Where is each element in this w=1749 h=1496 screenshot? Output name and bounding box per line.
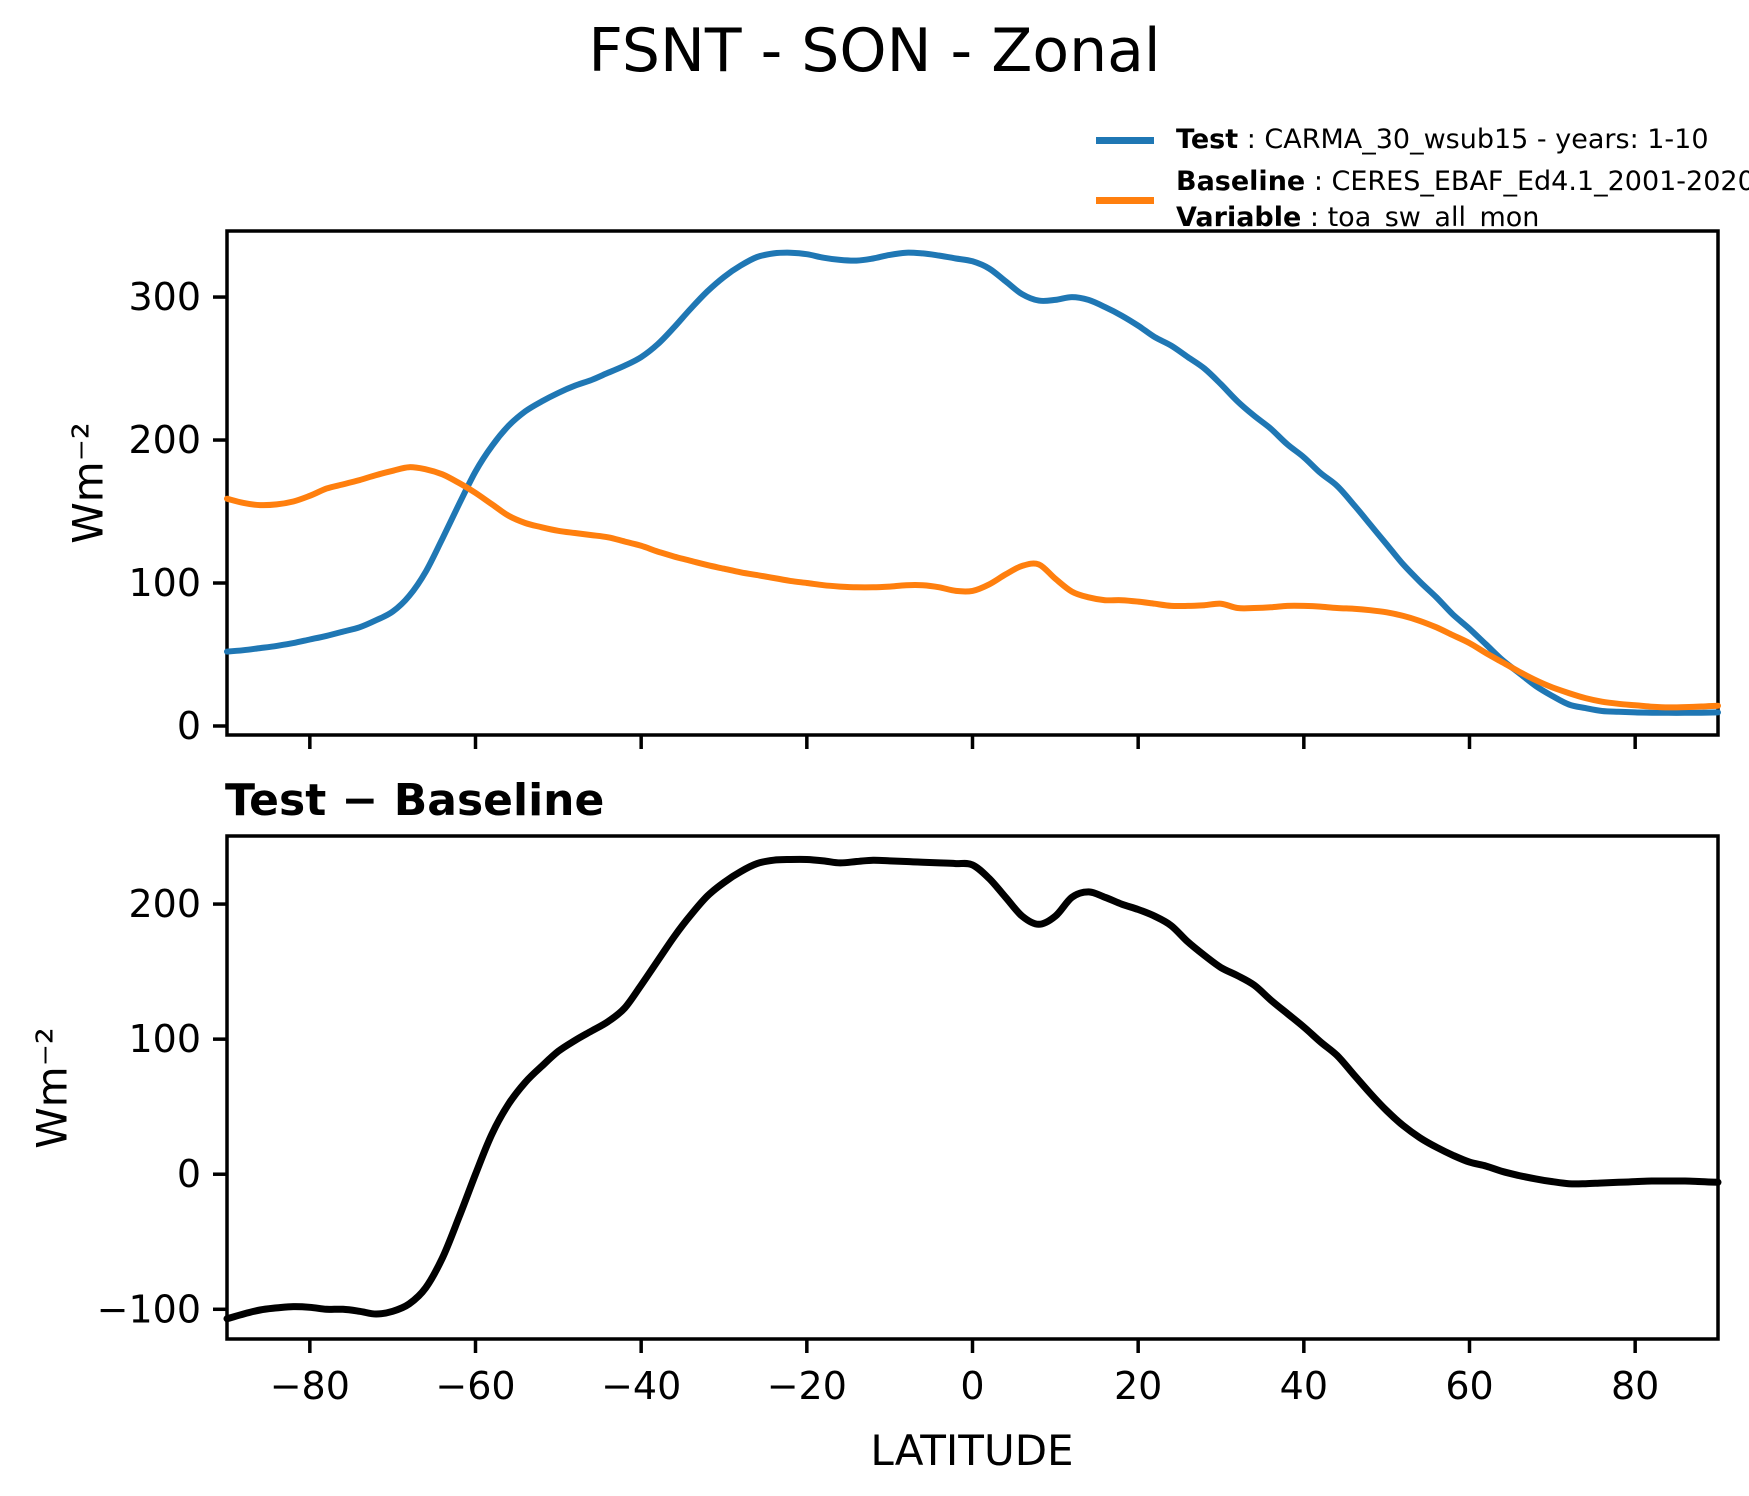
axes-spines xyxy=(225,834,1720,1341)
legend-variable-line: Variable : toa_sw_all_mon xyxy=(1176,200,1749,236)
y-tick-label: 0 xyxy=(177,1152,201,1196)
x-tick-label: 80 xyxy=(1611,1364,1659,1408)
panel-bottom: −100 0 100 200 −80 −60 −40 −20 0 20 40 60 80 xyxy=(97,834,1722,1408)
figure-title: FSNT - SON - Zonal xyxy=(588,16,1161,86)
x-axis-label: LATITUDE xyxy=(870,1426,1074,1475)
y-tick-label: 100 xyxy=(128,561,201,605)
legend-sep: : xyxy=(1301,202,1328,233)
legend-value-variable: toa_sw_all_mon xyxy=(1327,202,1540,233)
legend-sep: : xyxy=(1238,124,1265,155)
y-tick-label: −100 xyxy=(97,1287,201,1331)
y-tick-label: 200 xyxy=(128,418,201,462)
legend-entry-baseline: Baseline : CERES_EBAF_Ed4.1_2001-2020 Va… xyxy=(1096,164,1749,236)
x-tick-label: 40 xyxy=(1280,1364,1328,1408)
x-tick-label: −60 xyxy=(435,1364,515,1408)
test-line-swatch xyxy=(1096,136,1154,144)
x-tick-label: −80 xyxy=(270,1364,350,1408)
baseline-line-swatch xyxy=(1096,196,1154,204)
series-line-test xyxy=(224,249,1721,716)
legend-entry-test-label: Test : CARMA_30_wsub15 - years: 1-10 xyxy=(1176,122,1709,158)
y-tick-label: 200 xyxy=(128,882,201,926)
legend-key-test: Test xyxy=(1176,124,1239,155)
x-tick-label: 20 xyxy=(1114,1364,1162,1408)
x-tick-label: 0 xyxy=(960,1364,984,1408)
top-y-axis-label: Wm⁻² xyxy=(63,422,113,544)
series-line-baseline xyxy=(224,464,1721,711)
y-tick-label: 100 xyxy=(128,1017,201,1061)
x-tick-label: 60 xyxy=(1445,1364,1493,1408)
panel-top: 0 100 200 300 xyxy=(128,229,1721,749)
legend-value-test: CARMA_30_wsub15 - years: 1-10 xyxy=(1264,124,1709,155)
y-tick-label: 0 xyxy=(177,704,201,748)
legend-entry-test: Test : CARMA_30_wsub15 - years: 1-10 xyxy=(1096,122,1749,158)
x-tick-label: −20 xyxy=(767,1364,847,1408)
legend-key-baseline: Baseline xyxy=(1176,166,1306,197)
legend-entry-baseline-label: Baseline : CERES_EBAF_Ed4.1_2001-2020 Va… xyxy=(1176,164,1749,236)
legend-value-baseline: CERES_EBAF_Ed4.1_2001-2020 xyxy=(1331,166,1749,197)
series-line-test-−-baseline xyxy=(223,855,1722,1323)
legend-key-variable: Variable xyxy=(1176,202,1302,233)
bottom-y-axis-label: Wm⁻² xyxy=(27,1027,77,1149)
x-tick-label: −40 xyxy=(601,1364,681,1408)
legend: Test : CARMA_30_wsub15 - years: 1-10 Bas… xyxy=(1096,122,1749,242)
y-tick-label: 300 xyxy=(128,275,201,319)
legend-sep: : xyxy=(1305,166,1332,197)
difference-panel-title: Test − Baseline xyxy=(225,775,605,826)
legend-baseline-line: Baseline : CERES_EBAF_Ed4.1_2001-2020 xyxy=(1176,164,1749,200)
